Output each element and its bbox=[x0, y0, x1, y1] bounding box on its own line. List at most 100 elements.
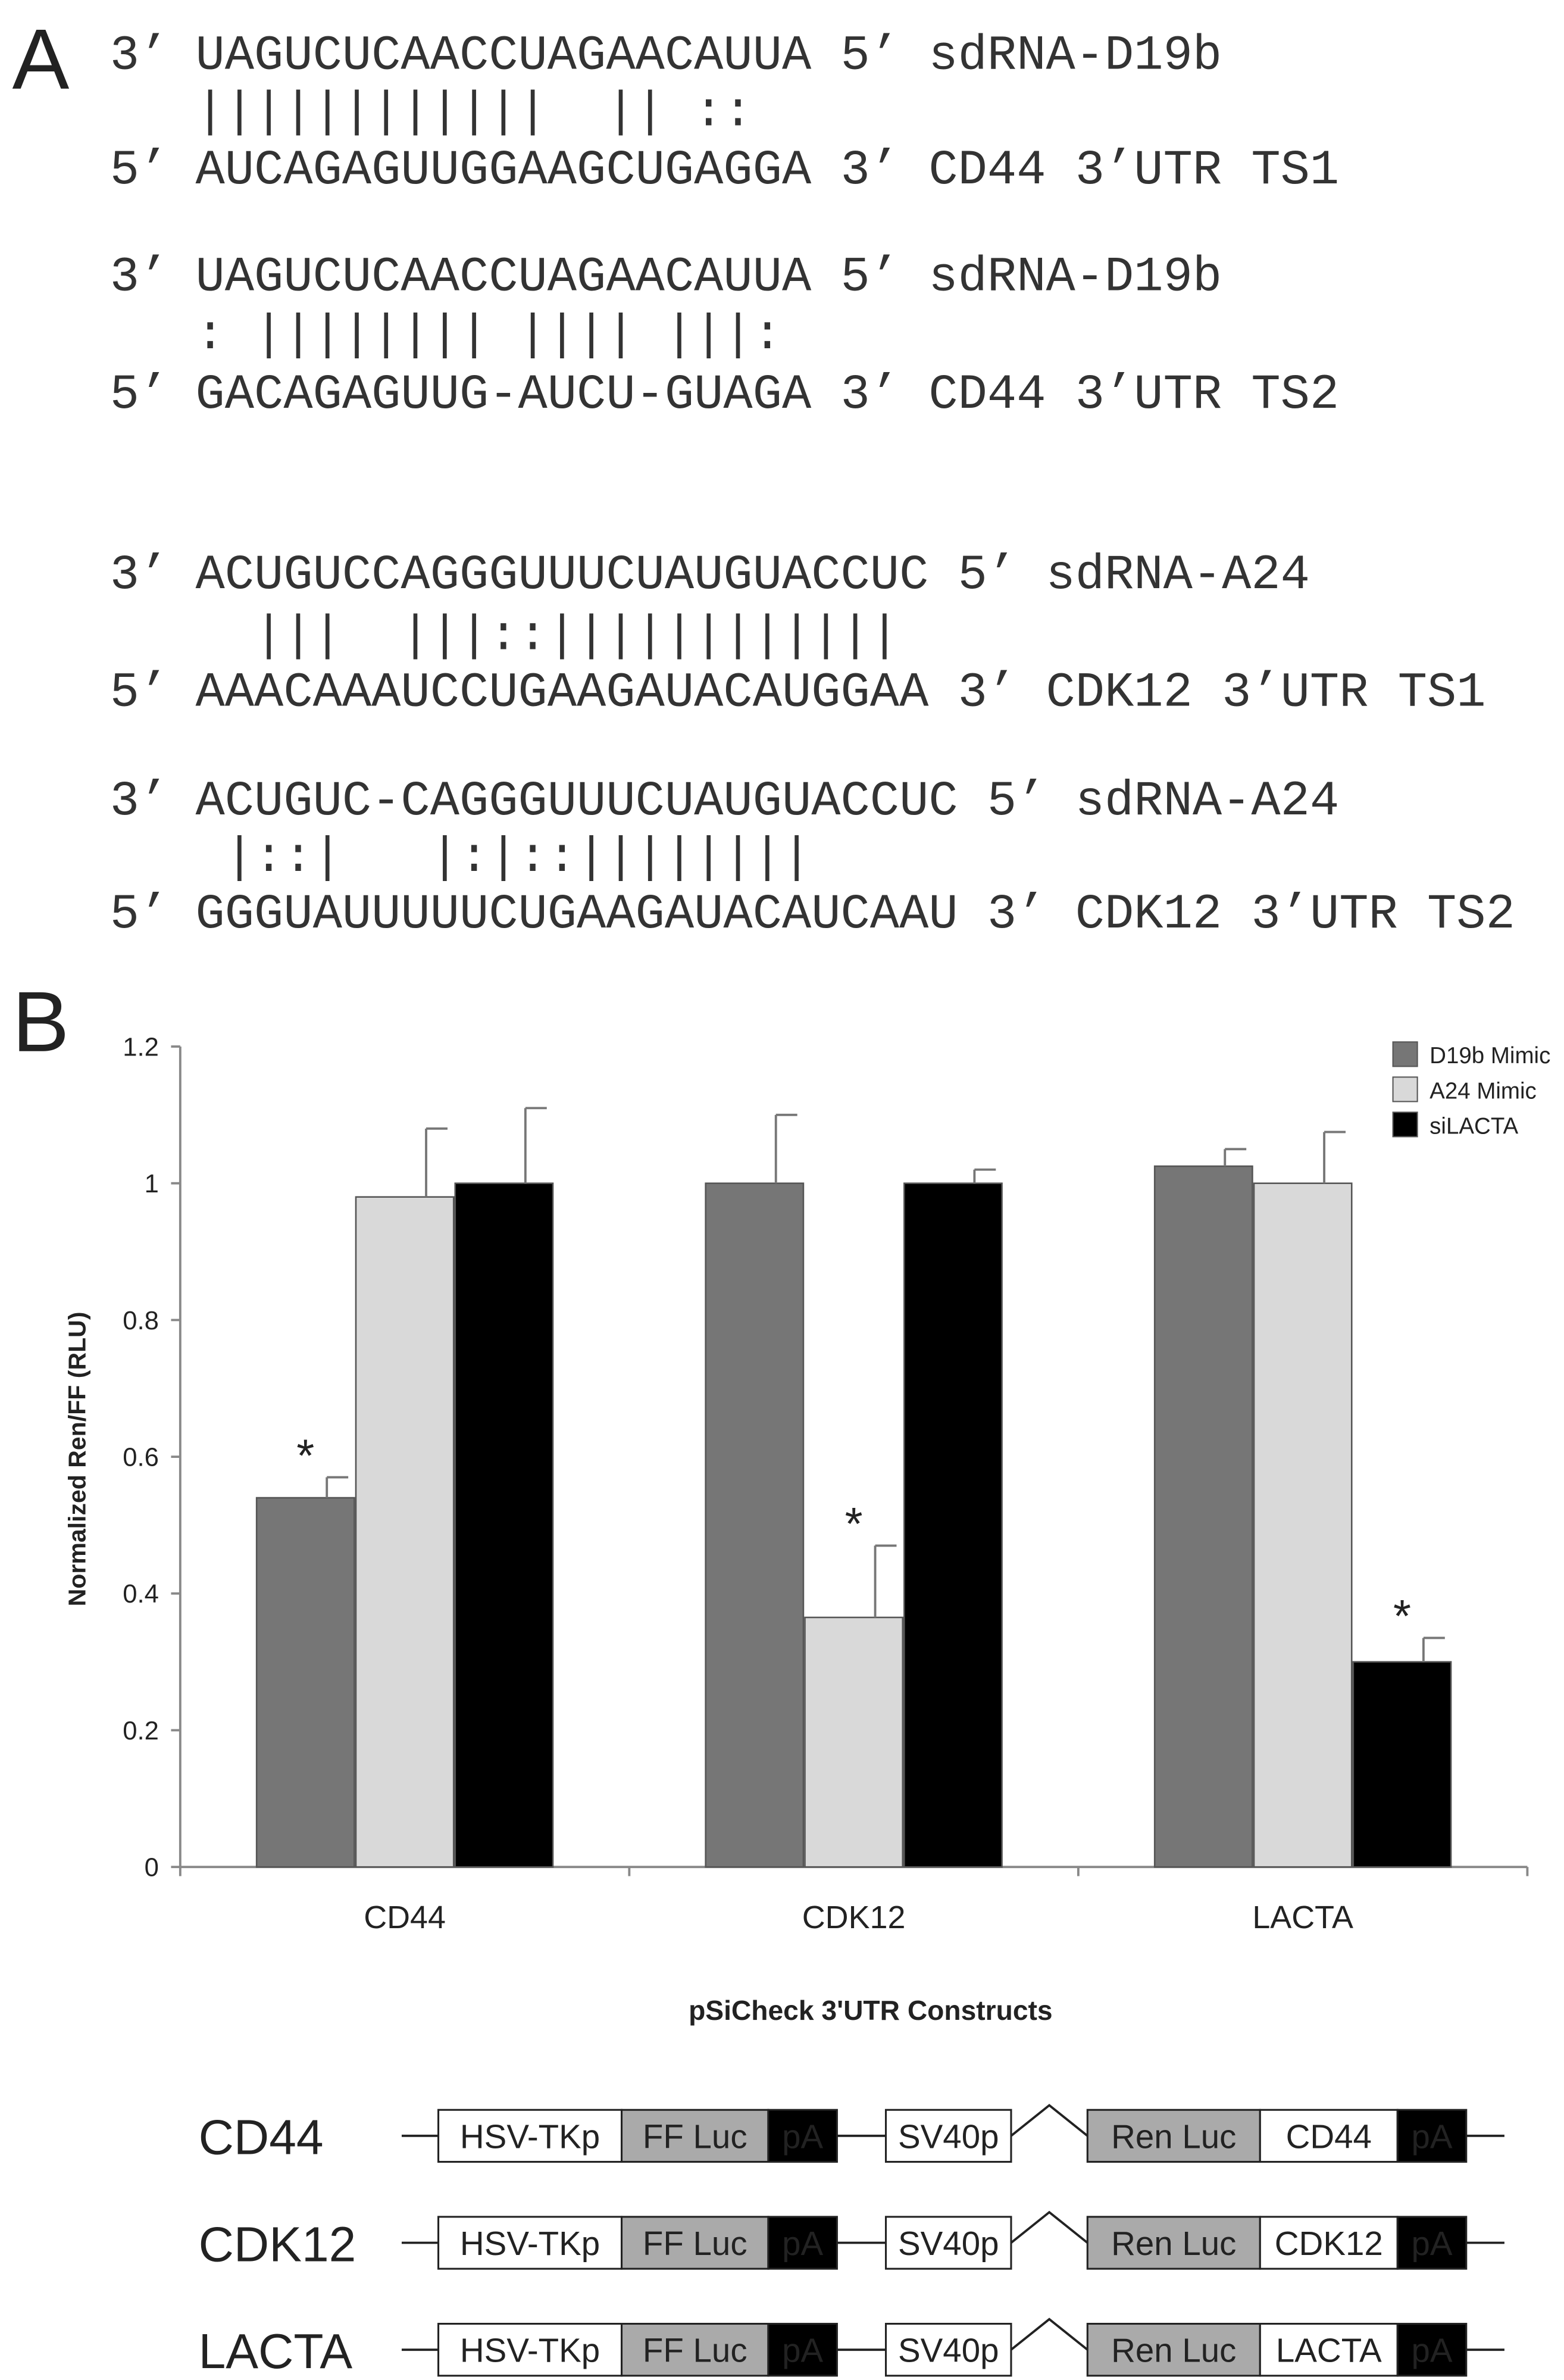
bar bbox=[255, 1497, 355, 1868]
y-axis-label: Normalized Ren/FF (RLU) bbox=[64, 1312, 91, 1607]
element-label: Ren Luc bbox=[1111, 2117, 1236, 2155]
panel-label: B bbox=[12, 975, 70, 1070]
bar bbox=[1253, 1182, 1353, 1868]
element-label: HSV-TKp bbox=[460, 2117, 600, 2155]
y-tick-label: 0.8 bbox=[123, 1307, 159, 1335]
construct-element bbox=[767, 2216, 838, 2270]
sequence-name: sdRNA-A24 bbox=[1046, 548, 1309, 603]
y-tick-label: 0.2 bbox=[123, 1717, 159, 1745]
sequence: AAACAAAUCCUGAAGAUACAUGGAA bbox=[196, 666, 930, 721]
element-label: FF Luc bbox=[643, 2117, 747, 2155]
bar bbox=[804, 1616, 904, 1868]
sequence-name: sdRNA-D19b bbox=[928, 250, 1222, 305]
y-tick-label: 0.6 bbox=[123, 1443, 159, 1472]
sequence: UAGUCUCAACCUAGAACAUUA bbox=[196, 29, 812, 84]
intron bbox=[1010, 2317, 1088, 2351]
element-label: SV40p bbox=[898, 2117, 999, 2155]
strand-end: 3’ bbox=[110, 548, 169, 603]
element-label: HSV-TKp bbox=[460, 2332, 600, 2369]
sequence: GGGUAUUUUUCUGAAGAUACAUCAAU bbox=[196, 887, 958, 942]
element-label: FF Luc bbox=[643, 2332, 747, 2369]
strand-end: 3’ bbox=[110, 250, 169, 305]
construct-element bbox=[1259, 2322, 1399, 2377]
construct-name: LACTA bbox=[199, 2325, 353, 2379]
bar bbox=[903, 1182, 1003, 1868]
element-label: pA bbox=[782, 2117, 823, 2155]
sequence: ACUGUCCAGGGUUUCUAUGUACCUC bbox=[196, 548, 929, 603]
construct-element bbox=[884, 2322, 1012, 2377]
bar bbox=[454, 1182, 554, 1868]
panel-label: A bbox=[12, 12, 70, 107]
element-label: CDK12 bbox=[1275, 2225, 1383, 2262]
element-label: CD44 bbox=[1286, 2117, 1372, 2155]
sequence-name: CDK12 3’UTR TS1 bbox=[1046, 666, 1485, 721]
intron bbox=[1010, 2210, 1088, 2244]
strand-end: 5’ bbox=[110, 666, 169, 721]
element-label: HSV-TKp bbox=[460, 2225, 600, 2262]
legend-swatch bbox=[1392, 1076, 1418, 1102]
element-label: pA bbox=[782, 2225, 823, 2262]
x-tick-label: CD44 bbox=[364, 1900, 446, 1935]
pairing: : |||||||| |||| |||: bbox=[196, 308, 782, 363]
strand-end: 3’ bbox=[110, 29, 169, 84]
sequence-name: sdRNA-D19b bbox=[928, 29, 1222, 84]
pairing: |||||||||||| || :: bbox=[196, 85, 753, 140]
legend-label: A24 Mimic bbox=[1430, 1078, 1537, 1104]
construct-element bbox=[437, 2322, 623, 2377]
strand-end: 5’ bbox=[841, 29, 900, 84]
element-label: Ren Luc bbox=[1111, 2225, 1236, 2262]
construct-element bbox=[1086, 2322, 1261, 2377]
x-tick-label: LACTA bbox=[1252, 1900, 1353, 1935]
element-label: LACTA bbox=[1276, 2332, 1382, 2369]
gap-cover bbox=[1011, 2131, 1088, 2141]
construct-element bbox=[1086, 2216, 1261, 2270]
sequence: AUCAGAGUUGGAAGCUGAGGA bbox=[196, 143, 812, 198]
construct-element bbox=[620, 2216, 770, 2270]
construct-element bbox=[1086, 2109, 1261, 2163]
y-tick-label: 1.2 bbox=[123, 1033, 159, 1061]
strand-end: 3’ bbox=[841, 143, 900, 198]
sequence: ACUGUC-CAGGGUUUCUAUGUACCUC bbox=[196, 774, 958, 829]
gap-cover bbox=[1011, 2345, 1088, 2354]
strand-end: 5’ bbox=[841, 250, 900, 305]
element-label: FF Luc bbox=[643, 2225, 747, 2262]
y-tick-label: 1 bbox=[145, 1170, 159, 1198]
element-label: pA bbox=[1411, 2225, 1452, 2262]
element-label: pA bbox=[1411, 2332, 1452, 2369]
strand-end: 5’ bbox=[110, 887, 169, 942]
strand-end: 5’ bbox=[110, 143, 169, 198]
bar bbox=[1352, 1661, 1452, 1868]
construct-name: CD44 bbox=[199, 2111, 324, 2165]
legend-label: D19b Mimic bbox=[1430, 1043, 1550, 1069]
significance: * bbox=[845, 1498, 863, 1550]
significance: * bbox=[1393, 1591, 1411, 1642]
construct-element bbox=[884, 2109, 1012, 2163]
element-label: pA bbox=[1411, 2117, 1452, 2155]
gap-cover bbox=[1011, 2238, 1088, 2248]
element-label: SV40p bbox=[898, 2332, 999, 2369]
x-tick-label: CDK12 bbox=[802, 1900, 906, 1935]
pairing: |::| |:|::|||||||| bbox=[196, 830, 812, 886]
construct-element bbox=[1396, 2322, 1468, 2377]
sequence-name: CD44 3’UTR TS1 bbox=[928, 143, 1339, 198]
pairing: ||| |||::|||||||||||| bbox=[196, 609, 900, 664]
significance: * bbox=[296, 1430, 314, 1481]
intron bbox=[1010, 2104, 1088, 2137]
construct-element bbox=[1259, 2216, 1399, 2270]
element-label: SV40p bbox=[898, 2225, 999, 2262]
legend-swatch bbox=[1392, 1041, 1418, 1067]
sequence-name: CD44 3’UTR TS2 bbox=[928, 367, 1339, 423]
y-tick-label: 0 bbox=[145, 1854, 159, 1882]
strand-end: 5’ bbox=[958, 548, 1017, 603]
y-tick-label: 0.4 bbox=[123, 1580, 159, 1608]
legend-label: siLACTA bbox=[1430, 1113, 1518, 1139]
construct-element bbox=[620, 2322, 770, 2377]
sequence-name: sdRNA-A24 bbox=[1075, 774, 1339, 829]
construct-element bbox=[767, 2109, 838, 2163]
construct-element bbox=[1396, 2216, 1468, 2270]
element-label: Ren Luc bbox=[1111, 2332, 1236, 2369]
strand-end: 3’ bbox=[841, 367, 900, 423]
strand-end: 3’ bbox=[110, 774, 169, 829]
x-axis-label: pSiCheck 3'UTR Constructs bbox=[689, 1995, 1053, 2026]
